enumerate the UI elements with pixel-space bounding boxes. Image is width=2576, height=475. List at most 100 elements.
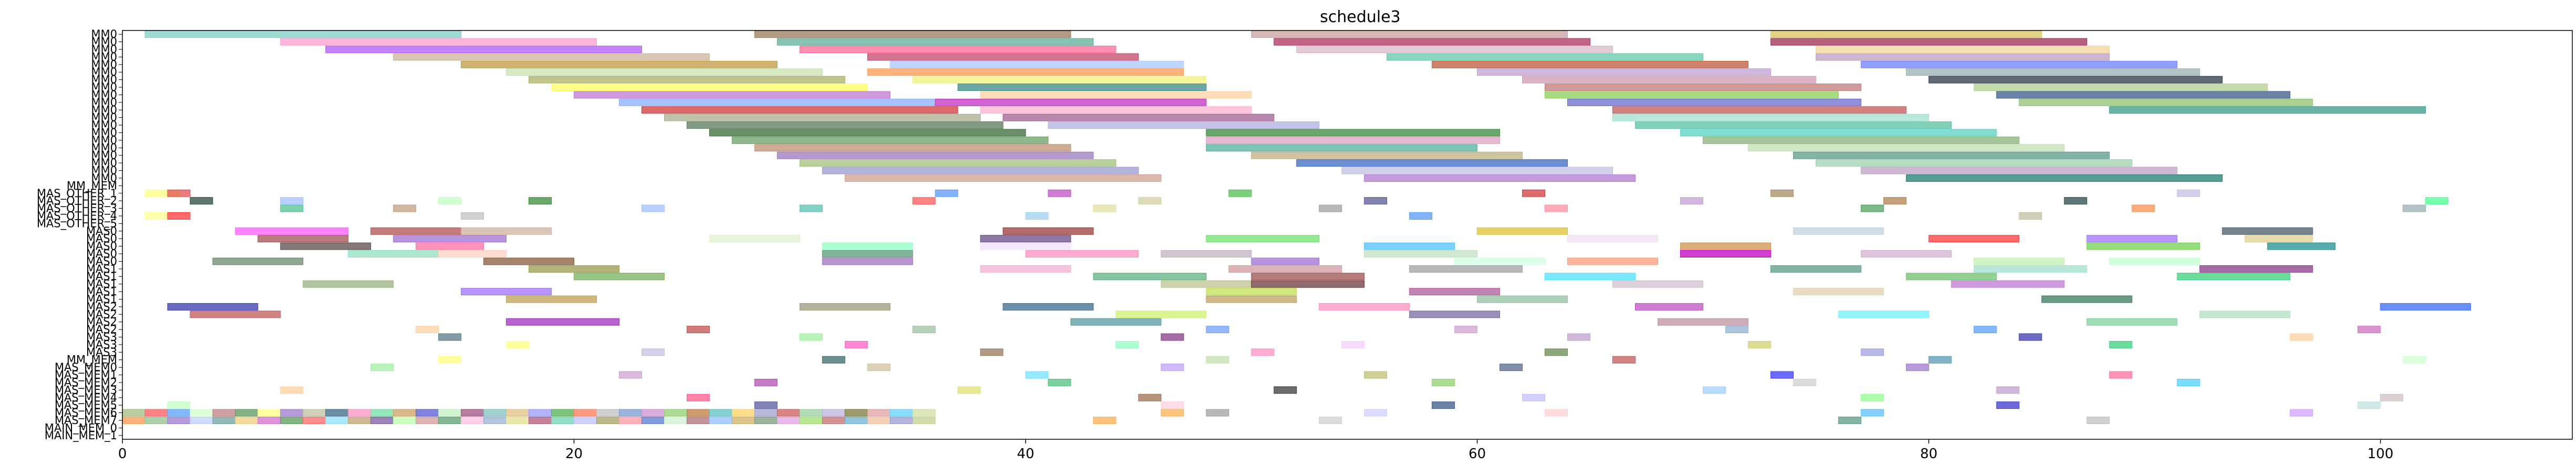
gantt-bar [506,340,530,348]
gantt-bar [1341,340,1365,348]
gantt-bar [799,46,1116,54]
gantt-bar [1206,235,1320,243]
gantt-bar [664,113,981,121]
gantt-bar [799,204,823,212]
y-tick-label: MM0 [91,28,117,40]
gantt-bar [1319,303,1410,311]
gantt-bar [348,250,439,258]
gantt-bar [754,30,1071,38]
gantt-bar [1477,68,1771,76]
gantt-bar [1206,326,1229,334]
gantt-bar [1364,242,1455,250]
gantt-bar [1206,295,1297,303]
gantt-bar [1432,60,1749,68]
gantt-bar [1838,416,1861,424]
gantt-bar [1545,273,1636,281]
gantt-bar [303,280,394,288]
gantt-bar [348,416,371,424]
gantt-bar [777,409,800,417]
y-tick-label: MAS0 [86,232,117,245]
gantt-bar [506,416,530,424]
gantt-bar [1928,76,2223,84]
gantt-bar [1634,303,1703,311]
gantt-bar [935,189,958,197]
gantt-bar [529,409,552,417]
gantt-bar [483,416,507,424]
gantt-bar [1161,401,1184,409]
y-tick-label: MAS3 [86,331,117,344]
gantt-bar [1860,409,1884,417]
gantt-bar [2290,333,2313,341]
gantt-bar [1093,204,1116,212]
y-tick-label: MM0 [91,58,117,71]
gantt-bar [2109,371,2133,379]
gantt-bar [280,197,304,205]
gantt-bar [2086,235,2178,243]
gantt-bar [1747,144,2065,152]
gantt-bar [303,409,326,417]
gantt-bar [438,416,462,424]
gantt-bar [912,326,936,334]
gantt-bar [393,416,417,424]
gantt-bar [1206,144,1478,152]
gantt-bar [731,416,755,424]
gantt-bar [1251,151,1523,159]
gantt-bar [889,60,1184,68]
gantt-bar [1206,136,1501,144]
gantt-bar [1454,326,1478,334]
gantt-bar [551,84,868,91]
y-tick-label: MAS_MEM4 [55,391,117,405]
gantt-bar [506,409,530,417]
y-tick-label: MM0 [91,141,117,154]
gantt-bar [912,409,936,417]
x-tick-label: 0 [118,446,127,462]
gantt-bar [167,212,191,220]
gantt-bar [1996,386,2020,394]
gantt-bar [754,144,1071,152]
gantt-bar [190,311,281,318]
gantt-bar [754,401,778,409]
gantt-bar [1274,38,1591,46]
gantt-bar [1928,356,1952,364]
y-tick-label: MAS1 [86,270,117,283]
gantt-bar [1770,371,1794,379]
gantt-bar [1070,318,1162,326]
gantt-bar [461,409,484,417]
gantt-bar [325,46,642,54]
gantt-bar [1025,371,1049,379]
y-tick-label: MM0 [91,134,117,147]
gantt-bar [1883,197,1907,205]
gantt-bar [686,326,710,334]
gantt-bar [1251,257,1320,265]
gantt-bar [2132,204,2155,212]
x-tick-label: 20 [565,446,583,462]
gantt-bar [1454,257,1546,265]
y-tick-label: MAS_OTHER_2 [37,194,117,208]
gantt-bar [889,409,913,417]
gantt-bar [641,409,665,417]
gantt-bar [2109,340,2133,348]
gantt-bar [483,409,507,417]
gantt-bar [1115,311,1207,318]
y-tick-label: MAS1 [86,293,117,305]
gantt-bar [348,409,371,417]
gantt-bar [438,356,462,364]
gantt-bar [416,242,484,250]
gantt-bar [1860,204,1884,212]
gantt-bar [618,409,642,417]
gantt-bar [2290,409,2313,417]
gantt-bar [416,409,439,417]
gantt-bar [1048,121,1320,129]
gantt-bar [1725,326,1749,334]
gantt-bar [506,318,619,326]
gantt-bar [1973,84,2268,91]
gantt-bar [1860,394,1884,401]
gantt-bar [212,416,236,424]
y-tick-label: MM0 [91,36,117,48]
gantt-bar [1409,265,1523,273]
gantt-bar [799,409,823,417]
gantt-bar [370,409,394,417]
gantt-bar [2064,197,2087,205]
y-tick-label: MAS1 [86,278,117,291]
